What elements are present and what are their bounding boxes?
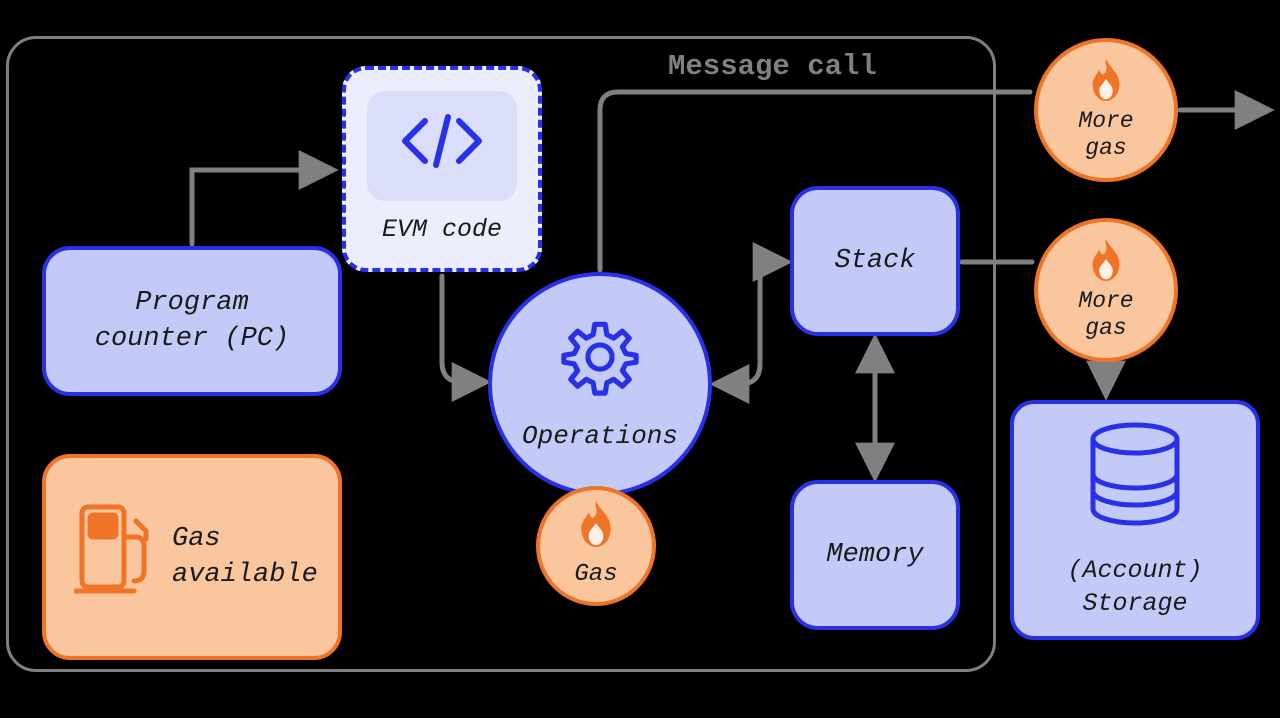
gas-pump-icon [74, 501, 152, 613]
storage-label: (Account) Storage [1067, 554, 1202, 622]
db-icon [1080, 419, 1190, 540]
storage-node: (Account) Storage [1010, 400, 1260, 640]
code-icon [397, 111, 487, 182]
flame-icon [576, 501, 616, 558]
more-gas-top-label: More gas [1078, 108, 1133, 161]
evm-code-inner [367, 91, 517, 201]
more-gas-mid-node: More gas [1034, 218, 1178, 362]
memory-label: Memory [826, 537, 923, 573]
more-gas-top-node: More gas [1034, 38, 1178, 182]
stack-label: Stack [834, 243, 915, 279]
flame-icon [1088, 239, 1124, 288]
stack-node: Stack [790, 186, 960, 336]
operations-label: Operations [522, 419, 678, 454]
program-counter-node: Program counter (PC) [42, 246, 342, 396]
operations-node: Operations [488, 272, 712, 496]
memory-node: Memory [790, 480, 960, 630]
gear-icon [557, 314, 643, 411]
gas-label: Gas [574, 559, 617, 591]
evm-code-label: EVM code [382, 213, 502, 247]
gas-node: Gas [536, 486, 656, 606]
flame-icon [1088, 59, 1124, 108]
gas-available-label: Gas available [172, 521, 318, 594]
gas-available-node: Gas available [42, 454, 342, 660]
program-counter-label: Program counter (PC) [95, 285, 289, 358]
evm-code-node: EVM code [342, 66, 542, 272]
message-call-label: Message call [668, 50, 877, 83]
more-gas-mid-label: More gas [1078, 288, 1133, 341]
